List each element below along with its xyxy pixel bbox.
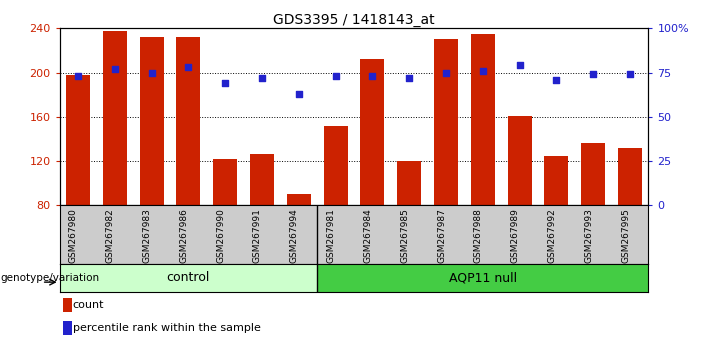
Text: count: count (73, 300, 104, 310)
Point (72, 73, 83, 79)
Text: GSM267986: GSM267986 (179, 208, 189, 263)
Text: GSM267995: GSM267995 (621, 208, 630, 263)
Point (257, 75, 268, 81)
Point (146, 70, 157, 75)
Text: GSM267980: GSM267980 (69, 208, 78, 263)
Text: GSM267982: GSM267982 (106, 208, 115, 263)
Point (367, 73, 378, 79)
Point (587, 72, 599, 77)
Bar (434, 39, 458, 205)
Bar (103, 30, 127, 205)
Text: control: control (167, 272, 210, 284)
Point (440, 70, 451, 75)
Bar (618, 148, 642, 205)
Text: GSM267987: GSM267987 (437, 208, 446, 263)
Bar (360, 59, 384, 205)
Point (551, 77, 562, 82)
Text: GSM267992: GSM267992 (547, 208, 557, 263)
Text: GSM267985: GSM267985 (400, 208, 409, 263)
Text: GSM267989: GSM267989 (510, 208, 519, 263)
Text: GSM267981: GSM267981 (327, 208, 336, 263)
Bar (177, 37, 200, 205)
Text: percentile rank within the sample: percentile rank within the sample (73, 323, 261, 333)
Text: GSM267988: GSM267988 (474, 208, 483, 263)
Point (404, 75, 415, 81)
Text: genotype/variation: genotype/variation (0, 273, 99, 283)
Text: GSM267983: GSM267983 (142, 208, 151, 263)
Point (109, 66, 121, 72)
Point (293, 91, 304, 97)
Bar (581, 143, 605, 205)
Point (219, 80, 231, 86)
Bar (60, 264, 317, 292)
Bar (66, 75, 90, 205)
Point (330, 73, 341, 79)
Bar (508, 116, 531, 205)
Bar (62, 297, 72, 312)
Text: GSM267994: GSM267994 (290, 208, 299, 263)
Bar (62, 320, 72, 335)
Bar (324, 126, 348, 205)
Point (625, 72, 636, 77)
Point (477, 68, 489, 74)
Text: GSM267990: GSM267990 (216, 208, 225, 263)
Text: GSM267991: GSM267991 (253, 208, 262, 263)
Bar (545, 155, 569, 205)
Point (514, 63, 525, 68)
Bar (317, 264, 648, 292)
Text: GSM267993: GSM267993 (584, 208, 593, 263)
Bar (287, 194, 311, 205)
Bar (397, 161, 421, 205)
Bar (471, 34, 495, 205)
Bar (213, 159, 237, 205)
Point (183, 64, 194, 70)
Text: GSM267984: GSM267984 (363, 208, 372, 263)
Title: GDS3395 / 1418143_at: GDS3395 / 1418143_at (273, 13, 435, 27)
Text: AQP11 null: AQP11 null (449, 272, 517, 284)
Bar (250, 154, 274, 205)
Bar (139, 37, 163, 205)
